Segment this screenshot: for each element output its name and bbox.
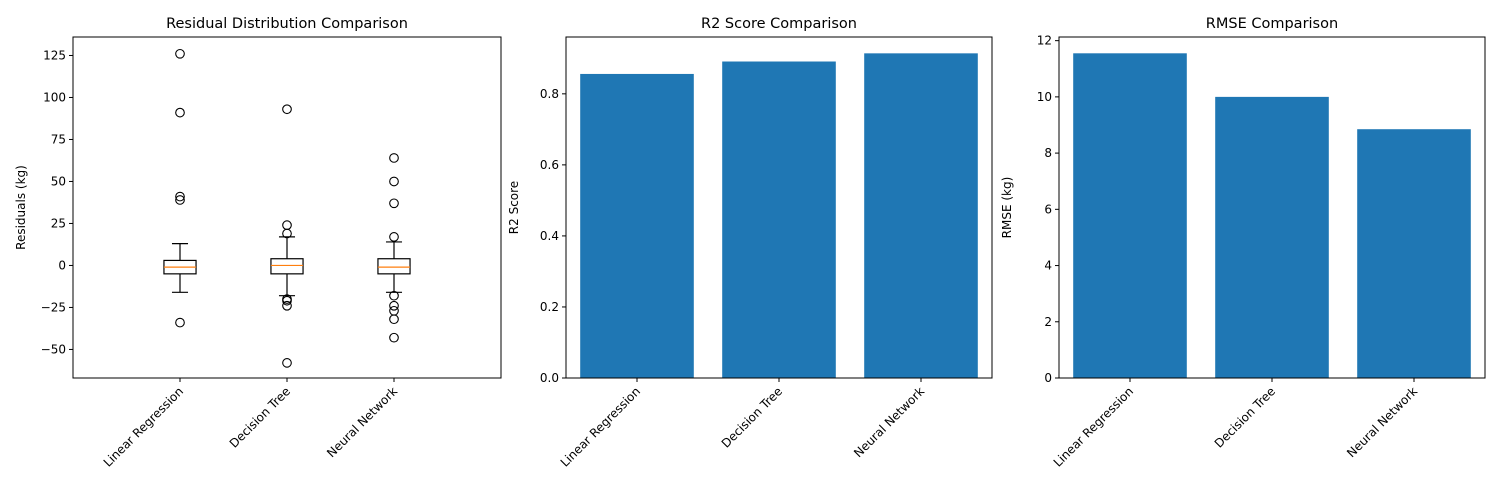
outlier-point	[389, 290, 399, 301]
y-tick-label: 0	[1044, 371, 1052, 385]
y-tick-label: −25	[41, 300, 66, 314]
outlier-point	[175, 195, 185, 205]
y-tick-label: 10	[1037, 90, 1052, 104]
bar-neural-network	[864, 53, 978, 378]
outlier-point	[389, 314, 399, 325]
outlier-point	[389, 332, 399, 343]
y-tick-label: 125	[43, 48, 66, 62]
iqr-box	[270, 258, 304, 275]
x-tick-label: Decision Tree	[719, 384, 785, 450]
x-tick-label: Neural Network	[1344, 384, 1420, 460]
chart-panel-3: RMSE Comparison RMSE (kg) 0 2 4 6 8 10 12 Linear …	[1000, 16, 1486, 470]
y-axis-label: Residuals (kg)	[14, 165, 28, 250]
bar-linear-regression	[580, 73, 694, 379]
outlier-point	[282, 104, 292, 115]
outlier-point	[175, 317, 185, 328]
chart-title: Residual Distribution Comparison	[166, 16, 408, 32]
y-tick-label: 0.2	[540, 300, 559, 314]
chart-title: RMSE Comparison	[1206, 16, 1338, 32]
y-tick-label: 0.8	[540, 87, 559, 101]
y-tick-label: −50	[41, 342, 66, 356]
chart-title: R2 Score Comparison	[701, 16, 857, 32]
y-tick-label: 0	[58, 258, 66, 272]
y-axis-label: R2 Score	[507, 181, 521, 234]
outlier-point	[389, 198, 399, 209]
outlier-point	[282, 300, 292, 311]
iqr-box	[377, 258, 411, 275]
bar-decision-tree	[722, 61, 836, 379]
box-neural-network	[377, 153, 411, 343]
y-tick-label: 0.0	[540, 371, 559, 385]
outlier-point	[389, 300, 399, 311]
y-axis-label: RMSE (kg)	[1000, 177, 1014, 239]
outlier-point	[389, 176, 399, 187]
chart-panel-1: Residual Distribution Comparison Residual…	[14, 16, 502, 470]
outlier-point	[389, 153, 399, 163]
chart-panel-2: R2 Score Comparison R2 Score 0.0 0.2 0.4 0.6 0…	[507, 16, 993, 470]
outlier-point	[389, 232, 399, 242]
box-linear-regression	[163, 48, 197, 328]
y-tick-label: 12	[1037, 34, 1052, 48]
y-tick-label: 100	[43, 90, 66, 104]
y-tick-label: 50	[51, 174, 66, 188]
outlier-point	[175, 107, 185, 118]
y-tick-label: 0.4	[540, 229, 559, 243]
x-tick-label: Decision Tree	[1212, 384, 1278, 450]
x-tick-label: Linear Regression	[101, 384, 186, 469]
y-tick-label: 25	[51, 216, 66, 230]
outlier-point	[175, 48, 185, 59]
x-tick-label: Neural Network	[324, 384, 400, 460]
outlier-point	[282, 295, 292, 306]
x-tick-label: Neural Network	[851, 384, 927, 460]
x-tick-label: Linear Regression	[558, 384, 643, 469]
axes-frame	[72, 36, 502, 379]
outlier-point	[282, 220, 292, 230]
bar-linear-regression	[1073, 53, 1187, 379]
y-tick-label: 6	[1044, 202, 1052, 216]
x-tick-label: Decision Tree	[227, 384, 293, 450]
y-tick-label: 75	[51, 132, 66, 146]
outlier-point	[282, 358, 292, 368]
y-tick-label: 8	[1044, 146, 1052, 160]
outlier-point	[175, 191, 185, 202]
outlier-point	[282, 228, 292, 239]
y-tick-label: 0.6	[540, 158, 559, 172]
y-tick-label: 2	[1044, 315, 1052, 329]
bar-decision-tree	[1215, 96, 1329, 378]
box-decision-tree	[270, 104, 304, 368]
outlier-point	[389, 305, 399, 316]
bar-neural-network	[1357, 129, 1471, 378]
y-tick-label: 4	[1044, 259, 1052, 273]
x-tick-label: Linear Regression	[1051, 384, 1136, 469]
